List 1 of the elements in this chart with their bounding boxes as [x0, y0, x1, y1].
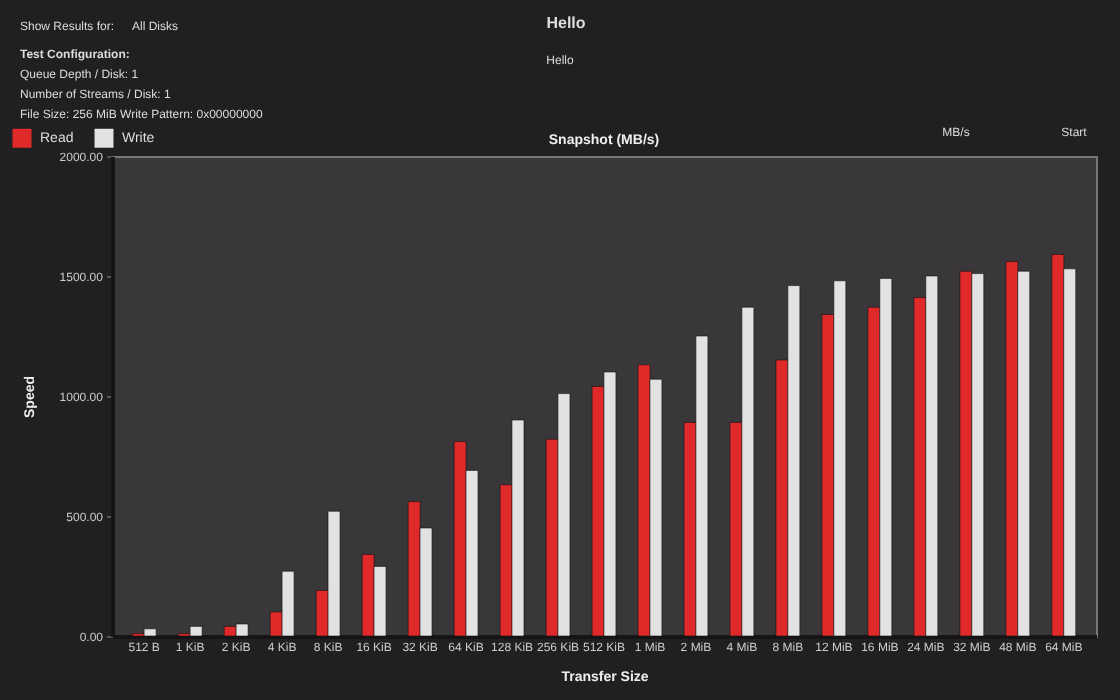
text: Hello — [546, 14, 586, 32]
